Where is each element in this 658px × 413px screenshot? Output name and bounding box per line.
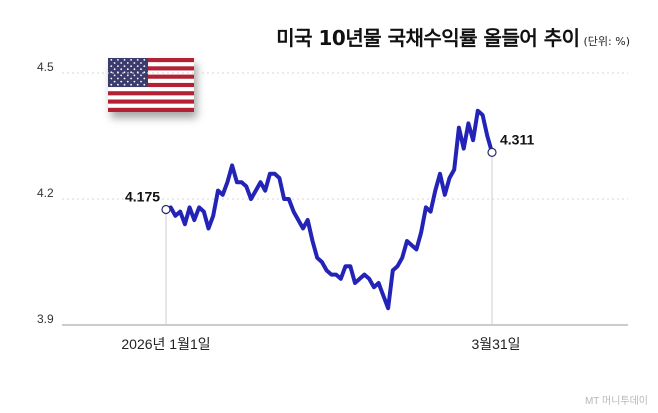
x-tick-label: 2026년 1월1일 <box>121 336 210 352</box>
series-line <box>164 108 494 311</box>
start-point-marker <box>161 204 171 215</box>
y-tick-label: 4.5 <box>37 60 54 74</box>
us-flag-icon <box>108 58 194 112</box>
y-tick-label: 4.2 <box>37 186 54 200</box>
chart-title: 미국 10년물 국채수익률 올들어 추이 <box>276 26 580 50</box>
chart-title-block: 미국 10년물 국채수익률 올들어 추이 (단위: %) <box>0 22 658 51</box>
end-point-marker <box>487 147 497 157</box>
y-tick-label: 3.9 <box>37 312 54 326</box>
x-tick-label: 3월31일 <box>471 336 520 352</box>
end-value-label: 4.311 <box>500 131 534 147</box>
start-value-label: 4.175 <box>125 189 160 205</box>
watermark: MT 머니투데이 <box>584 396 648 407</box>
unit-label: (단위: %) <box>583 35 630 48</box>
